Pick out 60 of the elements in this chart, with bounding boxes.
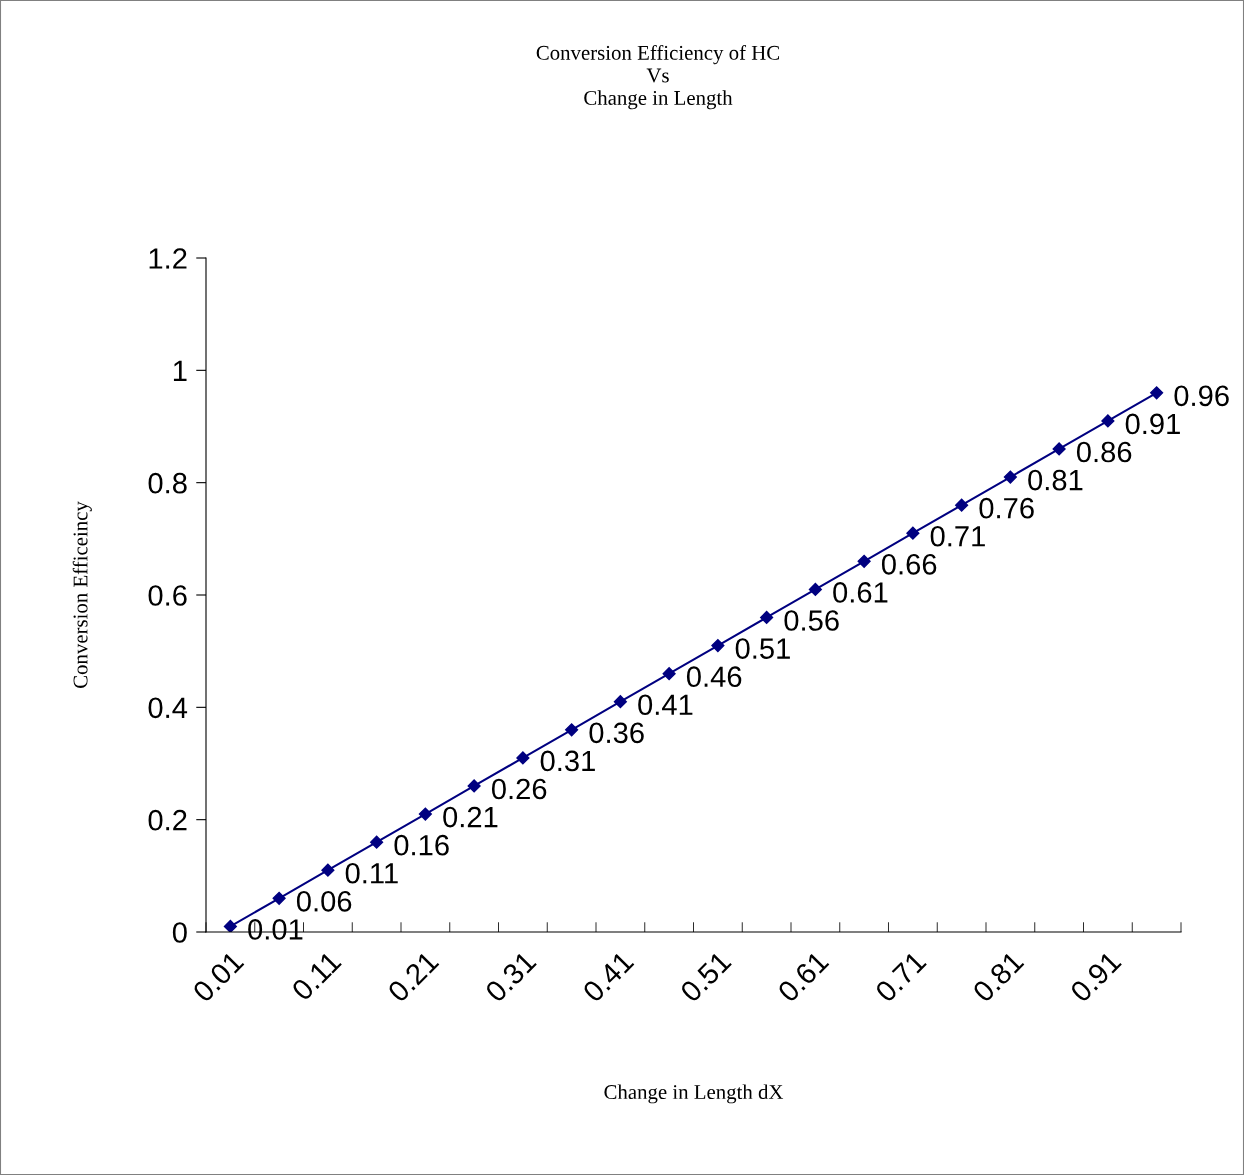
data-label: 0.61 xyxy=(833,582,888,603)
point xyxy=(321,863,335,877)
x-tick-label: 0.11 xyxy=(290,950,343,1002)
data-label: 0.81 xyxy=(1028,469,1083,491)
point xyxy=(516,751,530,765)
data-label: 0.26 xyxy=(491,778,547,800)
point xyxy=(906,526,920,540)
x-tick-label: 0.01 xyxy=(191,950,245,1004)
point xyxy=(223,919,237,932)
point xyxy=(1101,414,1115,428)
data-label: 0.06 xyxy=(296,891,352,912)
data-label: 0.36 xyxy=(589,722,644,744)
chart-title: Conversion Efficiency of HC Vs Change in Length xyxy=(536,45,780,110)
point xyxy=(613,695,627,709)
x-tick-label: 0.41 xyxy=(581,950,635,1004)
y-tick-label: 0.2 xyxy=(148,809,187,831)
point xyxy=(662,667,676,681)
y-axis-title: Conversion Efficeincy xyxy=(72,501,92,688)
data-label: 0.76 xyxy=(979,497,1034,519)
point xyxy=(565,723,579,737)
point xyxy=(1052,442,1066,456)
point xyxy=(1003,470,1017,484)
point xyxy=(711,638,725,653)
data-label: 0.66 xyxy=(881,554,937,575)
point xyxy=(467,779,481,793)
point xyxy=(857,554,871,568)
data-label: 0.01 xyxy=(248,919,303,940)
y-tick-label: 0.4 xyxy=(148,697,188,719)
y-tick-label: 0 xyxy=(172,922,187,943)
y-tick-label: 0.6 xyxy=(148,585,187,606)
point xyxy=(418,807,432,821)
data-label: 0.71 xyxy=(930,525,985,547)
x-tick-label: 0.91 xyxy=(1069,950,1123,1004)
point xyxy=(760,610,774,625)
point xyxy=(808,582,822,596)
point xyxy=(1150,386,1164,400)
data-label: 0.46 xyxy=(686,666,742,688)
y-tick-label: 0.8 xyxy=(148,472,187,494)
data-label: 0.86 xyxy=(1076,441,1132,463)
x-tick-label: 0.61 xyxy=(776,950,830,1004)
point xyxy=(955,498,969,512)
data-label: 0.21 xyxy=(443,806,498,828)
data-label: 0.51 xyxy=(735,638,790,659)
x-tick-label: 0.21 xyxy=(386,950,440,1004)
data-label: 0.16 xyxy=(394,834,449,856)
point xyxy=(370,835,384,849)
point xyxy=(272,891,286,905)
data-label: 0.41 xyxy=(638,694,693,716)
y-tick-label: 1 xyxy=(173,360,187,381)
y-tick-label: 1.2 xyxy=(149,248,187,269)
x-tick-label: 0.51 xyxy=(679,950,733,1004)
x-axis-title: Change in Length dX xyxy=(604,1084,784,1104)
data-label: 0.91 xyxy=(1125,413,1180,435)
x-tick-label: 0.81 xyxy=(971,950,1025,1004)
x-tick-label: 0.71 xyxy=(874,950,928,1004)
data-label: 0.56 xyxy=(784,610,839,631)
x-tick-label: 0.31 xyxy=(484,950,538,1004)
data-label: 0.31 xyxy=(540,750,595,772)
data-label: 0.11 xyxy=(345,862,398,884)
data-label: 0.96 xyxy=(1174,385,1229,407)
